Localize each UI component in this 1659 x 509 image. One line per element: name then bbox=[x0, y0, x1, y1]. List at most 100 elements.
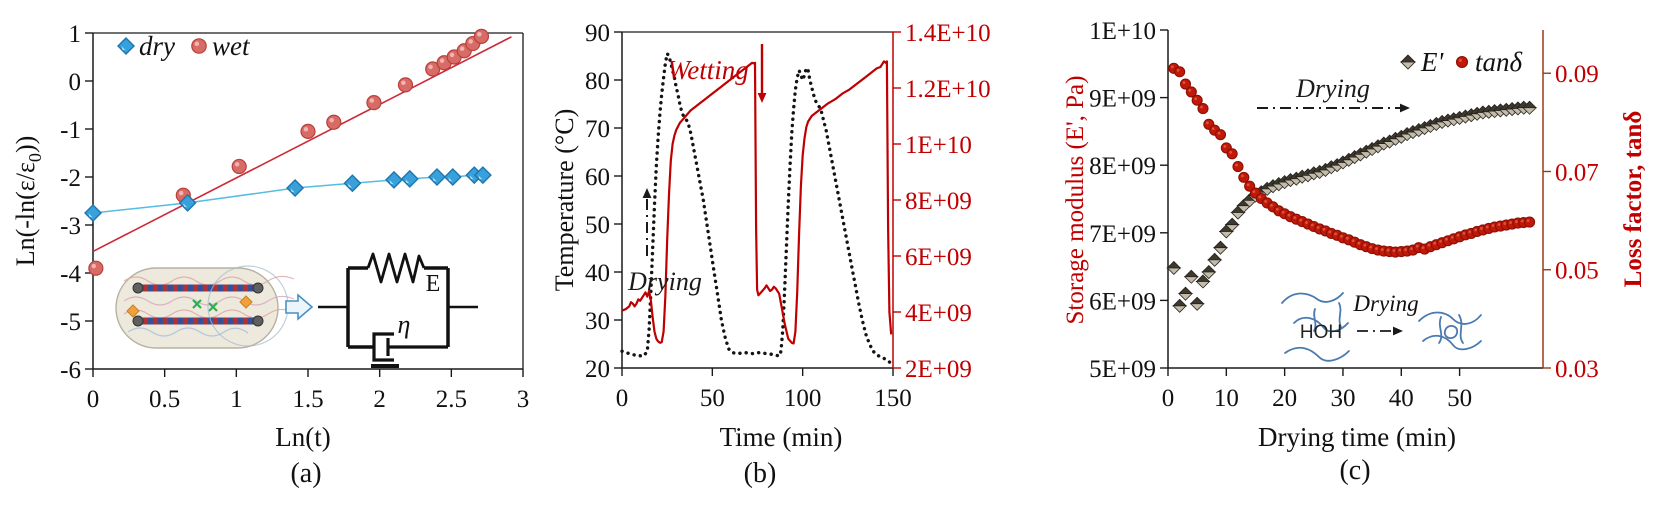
svg-text:-2: -2 bbox=[60, 165, 81, 192]
y-axis-right: 0.09 0.07 0.05 0.03 Loss factor, tanδ bbox=[1543, 61, 1647, 383]
svg-text:9E+09: 9E+09 bbox=[1090, 86, 1156, 113]
svg-text:Ln(-ln(ε/ε0)): Ln(-ln(ε/ε0)) bbox=[11, 136, 45, 267]
y-axis-left: 1E+10 9E+09 8E+09 7E+09 6E+09 5E+09 bbox=[1090, 18, 1168, 383]
svg-text:-5: -5 bbox=[60, 309, 81, 336]
series-loss-factor-tand bbox=[1168, 62, 1536, 258]
panel-c-chart: 0 10 20 30 40 50 Drying time (min) 1E+10 9E+09 8E… bbox=[1090, 18, 1647, 452]
svg-text:η: η bbox=[398, 310, 411, 339]
svg-text:0: 0 bbox=[87, 386, 100, 413]
svg-text:1: 1 bbox=[230, 386, 243, 413]
series-storage-modulus-E-prime bbox=[1166, 100, 1538, 313]
legend: dry wet bbox=[117, 31, 251, 61]
svg-text:80: 80 bbox=[585, 68, 610, 95]
x-axis: 0 50 100 150 Time (min) bbox=[616, 368, 912, 452]
panel-c-caption: (c) bbox=[1339, 455, 1371, 486]
panel-a-caption: (a) bbox=[290, 458, 322, 489]
svg-text:E': E' bbox=[1420, 47, 1444, 77]
viscoelastic-model-inset: Eη bbox=[115, 252, 478, 368]
svg-text:8E+09: 8E+09 bbox=[1090, 153, 1156, 180]
panel-b-chart: 0 50 100 150 Time (min) 90 80 70 60 50 40 30 20 Tempe… bbox=[550, 20, 1089, 452]
svg-text:50: 50 bbox=[585, 212, 610, 239]
svg-text:tanδ: tanδ bbox=[1475, 47, 1523, 77]
legend: E' tanδ bbox=[1400, 47, 1523, 77]
svg-text:50: 50 bbox=[1447, 385, 1472, 412]
svg-text:150: 150 bbox=[874, 385, 912, 412]
svg-text:10: 10 bbox=[1214, 385, 1239, 412]
spring-icon bbox=[366, 252, 426, 284]
series-dry-line bbox=[92, 174, 483, 214]
svg-text:Storage modulus (E', Pa): Storage modulus (E', Pa) bbox=[1062, 76, 1089, 325]
svg-text:3: 3 bbox=[517, 386, 530, 413]
series-storage-modulus bbox=[621, 60, 893, 345]
annotation-arrow bbox=[1257, 103, 1410, 113]
transform-arrow-icon bbox=[285, 293, 314, 321]
svg-text:60: 60 bbox=[585, 164, 610, 191]
svg-text:1.5: 1.5 bbox=[292, 386, 323, 413]
y-axis-left: 90 80 70 60 50 40 30 20 Temperature (°C) bbox=[550, 20, 622, 383]
svg-text:4E+09: 4E+09 bbox=[905, 300, 972, 327]
svg-text:100: 100 bbox=[784, 385, 822, 412]
svg-text:0: 0 bbox=[616, 385, 629, 412]
dashpot-icon bbox=[372, 332, 394, 362]
svg-text:90: 90 bbox=[585, 20, 610, 47]
annotation-arrow bbox=[757, 44, 767, 103]
svg-text:7E+09: 7E+09 bbox=[1090, 221, 1156, 248]
svg-text:2E+09: 2E+09 bbox=[905, 356, 972, 383]
svg-text:40: 40 bbox=[1389, 385, 1414, 412]
svg-text:Drying: Drying bbox=[1352, 291, 1418, 316]
axes bbox=[1167, 30, 1544, 369]
svg-text:0.09: 0.09 bbox=[1555, 61, 1599, 88]
svg-text:1: 1 bbox=[69, 21, 82, 48]
panel-b-caption: (b) bbox=[743, 458, 777, 489]
svg-text:1E+10: 1E+10 bbox=[1090, 18, 1156, 45]
svg-text:Drying: Drying bbox=[627, 267, 702, 296]
svg-text:-1: -1 bbox=[60, 117, 81, 144]
x-axis: 0 0.5 1 1.5 2 2.5 3 Ln(t) bbox=[87, 369, 530, 452]
series-wet-fit-line bbox=[92, 36, 512, 253]
svg-text:Temperature (°C): Temperature (°C) bbox=[550, 109, 579, 292]
svg-text:0: 0 bbox=[69, 69, 82, 96]
svg-text:1.2E+10: 1.2E+10 bbox=[905, 76, 991, 103]
svg-text:-4: -4 bbox=[60, 261, 81, 288]
svg-text:0.03: 0.03 bbox=[1555, 356, 1599, 383]
series-wet bbox=[88, 28, 490, 276]
panel-a-chart: 0 0.5 1 1.5 2 2.5 3 Ln(t) 1 0 -1 -2 -3 -4 -5 -6 Ln(-ln(ε… bbox=[11, 21, 530, 452]
svg-text:8E+09: 8E+09 bbox=[905, 188, 972, 215]
svg-text:50: 50 bbox=[700, 385, 725, 412]
svg-text:5E+09: 5E+09 bbox=[1090, 356, 1156, 383]
svg-text:wet: wet bbox=[212, 31, 251, 61]
panel-c: 0 10 20 30 40 50 Drying time (min) 1E+10 9E+09 8E… bbox=[1090, 0, 1659, 509]
svg-text:6E+09: 6E+09 bbox=[1090, 288, 1156, 315]
panel-a: 0 0.5 1 1.5 2 2.5 3 Ln(t) 1 0 -1 -2 -3 -4 -5 -6 Ln(-ln(ε… bbox=[0, 0, 545, 509]
svg-text:0.05: 0.05 bbox=[1555, 258, 1599, 285]
svg-text:0.07: 0.07 bbox=[1555, 159, 1599, 186]
annotation: Drying bbox=[627, 267, 702, 296]
svg-text:2: 2 bbox=[373, 386, 386, 413]
annotation: Drying bbox=[1295, 74, 1370, 103]
svg-text:20: 20 bbox=[1272, 385, 1297, 412]
svg-text:Drying time (min): Drying time (min) bbox=[1258, 422, 1456, 452]
y-axis-right: 1.4E+10 1.2E+10 1E+10 8E+09 6E+09 4E+09 2E+09 S… bbox=[893, 20, 1089, 383]
svg-text:1.4E+10: 1.4E+10 bbox=[905, 20, 991, 47]
svg-text:0: 0 bbox=[1162, 385, 1175, 412]
svg-text:Ln(t): Ln(t) bbox=[275, 422, 330, 452]
series-dry bbox=[84, 166, 492, 222]
svg-text:40: 40 bbox=[585, 260, 610, 287]
svg-text:HOH: HOH bbox=[1300, 322, 1342, 343]
annotation: Wetting bbox=[667, 55, 749, 85]
series-temperature bbox=[620, 51, 893, 365]
svg-text:Wetting: Wetting bbox=[667, 55, 749, 85]
svg-text:6E+09: 6E+09 bbox=[905, 244, 972, 271]
x-axis: 0 10 20 30 40 50 Drying time (min) bbox=[1162, 368, 1472, 452]
svg-text:-6: -6 bbox=[60, 357, 81, 384]
svg-text:70: 70 bbox=[585, 116, 610, 143]
svg-text:-3: -3 bbox=[60, 213, 81, 240]
svg-text:dry: dry bbox=[139, 31, 175, 61]
svg-text:30: 30 bbox=[1330, 385, 1355, 412]
hydrogen-bonding-inset: HOH Drying bbox=[1281, 291, 1482, 362]
annotation-arrow bbox=[642, 188, 652, 256]
svg-text:0.5: 0.5 bbox=[149, 386, 180, 413]
y-axis-left: 1 0 -1 -2 -3 -4 -5 -6 Ln(-ln(ε/ε0)) bbox=[11, 21, 93, 384]
panel-b: 0 50 100 150 Time (min) 90 80 70 60 50 40 30 20 Tempe… bbox=[545, 0, 1090, 509]
